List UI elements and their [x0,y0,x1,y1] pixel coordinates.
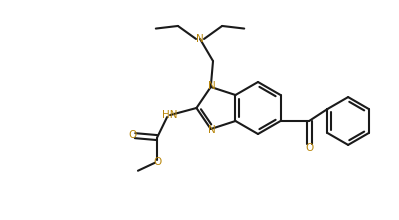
Text: N: N [208,81,215,91]
Text: N: N [208,125,215,135]
Text: O: O [128,130,136,140]
Text: O: O [153,157,161,167]
Text: O: O [305,143,313,153]
Text: HN: HN [162,110,178,120]
Text: N: N [196,34,204,44]
